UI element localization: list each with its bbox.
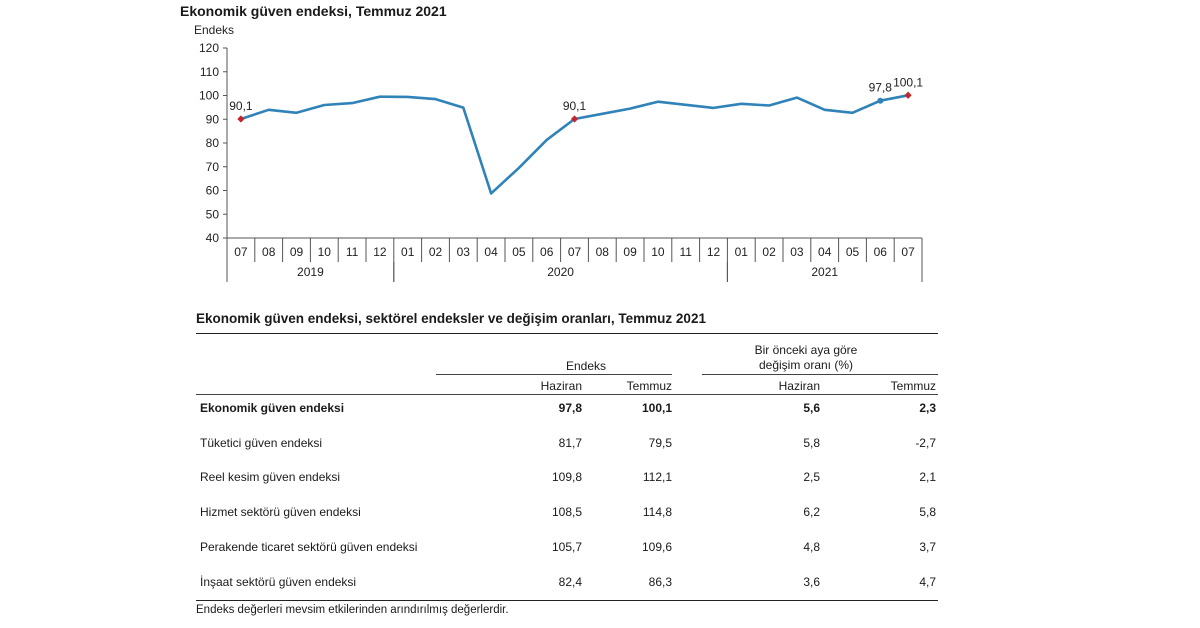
y-tick-label: 120 — [199, 41, 219, 55]
row-label: Reel kesim güven endeksi — [200, 470, 341, 485]
x-tick-label: 09 — [290, 245, 304, 259]
x-tick-label: 08 — [596, 245, 610, 259]
table-cell: 4,7 — [919, 574, 936, 589]
col-header-change-temmuz: Temmuz — [890, 379, 936, 393]
group-header-change-line2: değişim oranı (%) — [758, 358, 854, 372]
table-cell: 5,8 — [803, 435, 820, 450]
table-cell: 2,5 — [803, 470, 820, 485]
x-tick-label: 12 — [373, 245, 387, 259]
data-table: Endeks Bir önceki aya göre değişim oranı… — [196, 333, 938, 601]
col-header-change-haziran: Haziran — [778, 379, 820, 393]
y-tick-label: 90 — [206, 112, 220, 126]
table-cell: -2,7 — [915, 435, 936, 450]
table-cell: 2,1 — [919, 470, 936, 485]
x-tick-label: 10 — [651, 245, 665, 259]
group-header-endeks: Endeks — [565, 359, 607, 373]
x-tick-label: 01 — [735, 245, 749, 259]
data-label: 97,8 — [869, 81, 893, 95]
line-chart: Endeks 40 50 60 70 80 90 100 110 120 07 08 09 10 11 12 0… — [194, 23, 923, 282]
row-label: Ekonomik güven endeksi — [200, 401, 345, 415]
x-tick-label: 07 — [568, 245, 582, 259]
group-underline-change — [702, 374, 938, 375]
x-tick-label: 04 — [818, 245, 832, 259]
x-tick-label: 06 — [874, 245, 888, 259]
table-cell: 109,8 — [551, 470, 582, 485]
x-tick-label: 02 — [429, 245, 443, 259]
highlight-marker — [877, 97, 884, 104]
table-cell: 97,8 — [558, 401, 582, 415]
table-cell: 2,3 — [919, 401, 936, 415]
x-tick-label: 11 — [346, 245, 359, 259]
col-header-endeks-haziran: Haziran — [540, 379, 582, 393]
y-tick-label: 60 — [206, 184, 220, 198]
row-label: Perakende ticaret sektörü güven endeksi — [200, 539, 418, 554]
x-tick-label: 01 — [401, 245, 415, 259]
x-tick-label: 09 — [623, 245, 637, 259]
x-tick-label: 08 — [262, 245, 276, 259]
x-tick-label: 11 — [679, 245, 692, 259]
y-tick-label: 40 — [206, 231, 220, 245]
x-tick-label: 03 — [457, 245, 471, 259]
x-tick-label: 12 — [707, 245, 721, 259]
y-tick-label: 100 — [199, 89, 219, 103]
table-cell: 114,8 — [642, 505, 672, 520]
y-tick-label: 80 — [206, 136, 220, 150]
x-tick-label: 05 — [846, 245, 860, 259]
data-label: 100,1 — [893, 75, 923, 89]
highlight-marker — [904, 91, 912, 99]
x-tick-label: 04 — [484, 245, 498, 259]
row-label: Tüketici güven endeksi — [200, 435, 323, 450]
table-cell: 3,7 — [919, 539, 936, 554]
highlight-marker — [570, 115, 579, 123]
year-label: 2021 — [811, 265, 838, 279]
table-cell: 3,6 — [803, 574, 820, 589]
x-tick-label: 07 — [901, 245, 915, 259]
table-cell: 79,5 — [648, 435, 672, 450]
row-label: İnşaat sektörü güven endeksi — [200, 574, 357, 589]
table-cell: 109,6 — [641, 539, 672, 554]
x-tick-label: 05 — [512, 245, 526, 259]
x-tick-label: 10 — [318, 245, 332, 259]
data-label: 90,1 — [229, 99, 253, 113]
table-title: Ekonomik güven endeksi, sektörel endeksl… — [196, 311, 706, 326]
footnote: Endeks değerleri mevsim etkilerinden arı… — [196, 604, 509, 616]
row-label: Hizmet sektörü güven endeksi — [200, 505, 361, 520]
table-cell: 105,7 — [551, 539, 582, 554]
table-cell: 4,8 — [803, 539, 820, 554]
y-axis-label: Endeks — [194, 23, 234, 37]
y-tick-label: 70 — [206, 160, 220, 174]
year-label: 2019 — [297, 265, 324, 279]
table-cell: 81,7 — [558, 435, 582, 450]
y-tick-label: 110 — [200, 65, 219, 79]
table-cell: 5,6 — [803, 401, 820, 415]
group-header-change-line1: Bir önceki aya göre — [754, 343, 858, 357]
table-cell: 86,3 — [648, 574, 672, 589]
x-tick-label: 02 — [762, 245, 776, 259]
table-cell: 108,5 — [551, 505, 582, 520]
table-cell: 6,2 — [803, 505, 820, 520]
y-tick-label: 50 — [206, 207, 220, 221]
table-cell: 5,8 — [919, 505, 936, 520]
header-rule — [196, 394, 938, 395]
data-label: 90,1 — [563, 99, 587, 113]
table-cell: 82,4 — [558, 574, 582, 589]
table-cell: 100,1 — [641, 401, 672, 415]
col-header-endeks-temmuz: Temmuz — [626, 379, 672, 393]
x-tick-label: 07 — [234, 245, 248, 259]
x-tick-label: 03 — [790, 245, 804, 259]
group-underline-endeks — [436, 374, 672, 375]
year-label: 2020 — [547, 265, 574, 279]
highlight-marker — [237, 115, 245, 123]
table-cell: 112,1 — [642, 470, 672, 485]
x-tick-label: 06 — [540, 245, 554, 259]
chart-title: Ekonomik güven endeksi, Temmuz 2021 — [180, 3, 447, 19]
